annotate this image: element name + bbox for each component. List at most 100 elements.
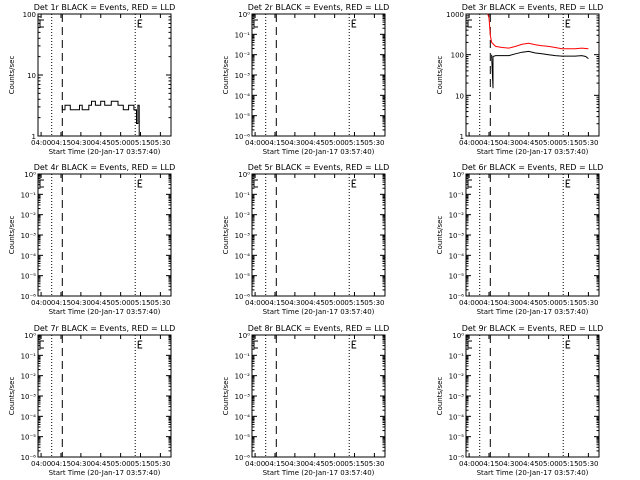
x-tick-label: 05:15: [130, 460, 150, 468]
x-tick-label: 04:00: [245, 139, 265, 147]
marker-left: [39, 340, 44, 349]
x-tick-label: 04:45: [305, 299, 325, 307]
x-tick-label: 05:15: [130, 299, 150, 307]
marker-right: [351, 19, 357, 28]
y-tick-label: 10⁻¹: [235, 352, 251, 360]
x-tick-label: 04:45: [519, 299, 539, 307]
x-tick-label: 05:00: [539, 460, 559, 468]
y-tick-label: 10⁻⁴: [21, 413, 37, 421]
x-tick-label: 04:45: [519, 139, 539, 147]
plot-frame: [251, 334, 386, 458]
x-tick-label: 05:30: [364, 460, 384, 468]
x-tick-label: 05:00: [539, 299, 559, 307]
x-axis-label: Start Time (20-Jan-17 03:57:40): [49, 148, 161, 156]
x-tick-label: 05:30: [364, 139, 384, 147]
plot-frame: [251, 173, 386, 297]
panel-title: Det 2r BLACK = Events, RED = LLD: [248, 3, 390, 12]
x-tick-label: 04:00: [245, 460, 265, 468]
x-axis-label: Start Time (20-Jan-17 03:57:40): [263, 308, 375, 316]
y-tick-label: 10⁻⁴: [449, 252, 465, 260]
x-tick-label: 05:00: [111, 299, 131, 307]
x-tick-label: 05:00: [111, 139, 131, 147]
x-tick-label: 04:15: [51, 299, 71, 307]
x-axis-label: Start Time (20-Jan-17 03:57:40): [49, 469, 161, 477]
y-tick-label: 10⁻⁶: [21, 454, 37, 462]
x-tick-label: 05:30: [364, 299, 384, 307]
x-tick-label: 04:15: [265, 299, 285, 307]
x-tick-label: 04:00: [459, 299, 479, 307]
y-tick-label: 10⁻³: [21, 232, 37, 240]
y-tick-label: 1: [32, 133, 36, 141]
panel-det-2r: Det 2r BLACK = Events, RED = LLD 04:00 04:…: [222, 3, 389, 156]
y-tick-label: 10⁰: [238, 171, 250, 179]
panel-title: Det 8r BLACK = Events, RED = LLD: [248, 324, 390, 333]
y-tick-label: 10⁻⁵: [235, 113, 251, 121]
x-tick-label: 05:15: [344, 299, 364, 307]
y-tick-label: 10: [27, 72, 36, 80]
y-tick-label: 100: [451, 52, 464, 60]
y-axis-label: Counts/sec: [8, 377, 16, 416]
panel-det-8r: Det 8r BLACK = Events, RED = LLD 04:00 04:…: [222, 324, 389, 477]
y-tick-label: 10: [455, 92, 464, 100]
x-axis-label: Start Time (20-Jan-17 03:57:40): [477, 308, 589, 316]
x-tick-label: 04:00: [31, 460, 51, 468]
x-axis-label: Start Time (20-Jan-17 03:57:40): [263, 469, 375, 477]
x-tick-label: 05:00: [325, 299, 345, 307]
y-tick-label: 10⁻³: [235, 393, 251, 401]
panel-det-7r: Det 7r BLACK = Events, RED = LLD 04:00 04:…: [8, 324, 175, 477]
y-tick-label: 10⁻⁵: [235, 273, 251, 281]
y-tick-label: 10⁻⁴: [235, 413, 251, 421]
y-tick-label: 100: [23, 11, 36, 19]
plot-frame: [37, 13, 172, 137]
y-tick-label: 10⁰: [238, 11, 250, 19]
x-tick-label: 04:30: [71, 460, 91, 468]
x-tick-label: 05:15: [558, 139, 578, 147]
y-axis-label: Counts/sec: [8, 56, 16, 95]
x-tick-label: 04:15: [479, 299, 499, 307]
plot-frame: [465, 173, 600, 297]
y-tick-label: 10⁻¹: [235, 191, 251, 199]
x-tick-label: 05:00: [111, 460, 131, 468]
y-tick-label: 10⁻⁵: [235, 434, 251, 442]
x-tick-label: 04:30: [71, 139, 91, 147]
marker-right: [137, 179, 143, 188]
series-line-events: [491, 50, 589, 89]
y-tick-label: 10⁻⁵: [21, 273, 37, 281]
x-tick-label: 05:15: [130, 139, 150, 147]
x-tick-label: 05:00: [539, 139, 559, 147]
y-tick-label: 10⁻³: [449, 393, 465, 401]
x-tick-label: 04:00: [459, 139, 479, 147]
x-tick-label: 04:30: [499, 299, 519, 307]
plot-frame: [251, 13, 386, 137]
y-tick-label: 10⁻⁶: [449, 293, 465, 301]
panel-title: Det 6r BLACK = Events, RED = LLD: [462, 163, 604, 172]
x-tick-label: 05:30: [578, 139, 598, 147]
marker-left: [253, 179, 258, 188]
y-axis-label: Counts/sec: [436, 216, 444, 255]
x-axis-label: Start Time (20-Jan-17 03:57:40): [49, 308, 161, 316]
y-axis-label: Counts/sec: [436, 56, 444, 95]
panel-title: Det 7r BLACK = Events, RED = LLD: [34, 324, 176, 333]
series-line-lld: [487, 13, 589, 50]
y-tick-label: 10⁻²: [21, 373, 37, 381]
x-tick-label: 05:30: [578, 299, 598, 307]
marker-right: [351, 340, 357, 349]
panel-title: Det 5r BLACK = Events, RED = LLD: [248, 163, 390, 172]
y-tick-label: 10⁻⁴: [235, 252, 251, 260]
x-tick-label: 04:45: [305, 139, 325, 147]
y-tick-label: 10⁻³: [449, 232, 465, 240]
x-tick-label: 05:00: [325, 139, 345, 147]
x-tick-label: 05:15: [558, 299, 578, 307]
x-tick-label: 05:30: [578, 460, 598, 468]
x-tick-label: 04:15: [265, 460, 285, 468]
y-tick-label: 10⁻³: [21, 393, 37, 401]
y-tick-label: 10⁻⁶: [449, 454, 465, 462]
series-line-events: [61, 100, 140, 136]
x-tick-label: 05:30: [150, 139, 170, 147]
y-tick-label: 10⁻³: [235, 72, 251, 80]
y-tick-label: 10⁰: [24, 171, 36, 179]
plot-frame: [37, 173, 172, 297]
y-axis-label: Counts/sec: [222, 216, 230, 255]
